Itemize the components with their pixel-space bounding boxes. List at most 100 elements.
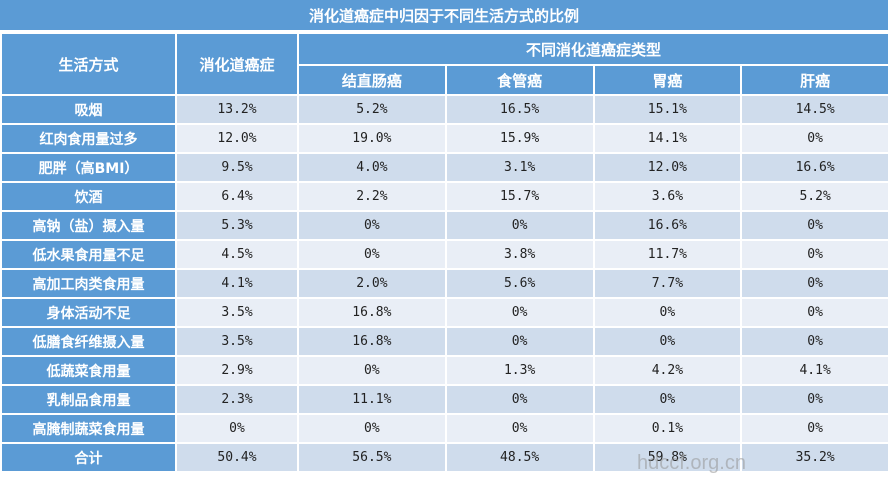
table-cell: 0%: [444, 297, 595, 328]
row-label: 高钠（盐）摄入量: [0, 210, 177, 241]
table-cell: 0%: [740, 210, 888, 241]
table-cell: 1.3%: [444, 355, 595, 386]
table-cell: 56.5%: [297, 442, 447, 473]
row-label: 乳制品食用量: [0, 384, 177, 415]
table-title: 消化道癌症中归因于不同生活方式的比例: [0, 0, 888, 30]
table-cell: 6.4%: [175, 181, 299, 212]
table-cell: 0%: [592, 326, 743, 357]
table-row: 高加工肉类食用量 4.1% 2.0% 5.6% 7.7% 0%: [0, 268, 888, 299]
table-row: 身体活动不足 3.5% 16.8% 0% 0% 0%: [0, 297, 888, 328]
row-label: 身体活动不足: [0, 297, 177, 328]
table-cell: 2.2%: [297, 181, 447, 212]
row-label: 合计: [0, 442, 177, 473]
table-cell: 0%: [297, 239, 447, 270]
table-cell: 0%: [740, 239, 888, 270]
table-cell: 35.2%: [740, 442, 888, 473]
table-cell: 3.5%: [175, 297, 299, 328]
header-cancer-types-group: 不同消化道癌症类型: [296, 32, 888, 66]
table-cell: 7.7%: [592, 268, 743, 299]
table-row: 饮酒 6.4% 2.2% 15.7% 3.6% 5.2%: [0, 181, 888, 212]
table-cell: 5.3%: [175, 210, 299, 241]
table-cell: 0%: [297, 413, 447, 444]
table-cell: 5.2%: [740, 181, 888, 212]
table-cell: 0%: [740, 326, 888, 357]
table-cell: 0%: [444, 413, 595, 444]
table-cell: 0%: [592, 297, 743, 328]
table-cell: 19.0%: [297, 123, 447, 154]
table-cell: 11.7%: [592, 239, 743, 270]
table-cell: 4.0%: [297, 152, 447, 183]
table-cell: 0%: [297, 210, 447, 241]
table-row: 低水果食用量不足 4.5% 0% 3.8% 11.7% 0%: [0, 239, 888, 270]
table-cell: 2.0%: [297, 268, 447, 299]
table-cell: 4.2%: [592, 355, 743, 386]
row-label: 高腌制蔬菜食用量: [0, 413, 177, 444]
table-cell: 0%: [444, 210, 595, 241]
table-cell: 16.8%: [297, 297, 447, 328]
table-cell: 12.0%: [175, 123, 299, 154]
table-cell: 12.0%: [592, 152, 743, 183]
table-cell: 0.1%: [592, 413, 743, 444]
table-row: 低膳食纤维摄入量 3.5% 16.8% 0% 0% 0%: [0, 326, 888, 357]
row-label: 低膳食纤维摄入量: [0, 326, 177, 357]
lifestyle-cancer-table: 生活方式 消化道癌症 不同消化道癌症类型 结直肠癌 食管癌 胃癌 肝癌 吸烟 13…: [0, 32, 888, 473]
table-cell: 16.5%: [444, 94, 595, 125]
header-lifestyle: 生活方式: [0, 32, 177, 96]
table-cell: 0%: [297, 355, 447, 386]
table-cell: 0%: [740, 123, 888, 154]
row-label: 吸烟: [0, 94, 177, 125]
table-cell: 16.6%: [740, 152, 888, 183]
header-colorectal: 结直肠癌: [297, 64, 447, 96]
table-row: 低蔬菜食用量 2.9% 0% 1.3% 4.2% 4.1%: [0, 355, 888, 386]
table-cell: 15.7%: [444, 181, 595, 212]
table-cell: 0%: [444, 326, 595, 357]
table-cell: 0%: [740, 384, 888, 415]
table-cell: 5.6%: [444, 268, 595, 299]
row-label: 高加工肉类食用量: [0, 268, 177, 299]
table-cell: 15.9%: [444, 123, 595, 154]
table-row: 红肉食用量过多 12.0% 19.0% 15.9% 14.1% 0%: [0, 123, 888, 154]
table-cell: 16.6%: [592, 210, 743, 241]
table-cell: 4.1%: [175, 268, 299, 299]
table-cell: 0%: [175, 413, 299, 444]
table-cell: 3.1%: [444, 152, 595, 183]
table-cell: 3.8%: [444, 239, 595, 270]
table-cell: 48.5%: [444, 442, 595, 473]
table-row: 乳制品食用量 2.3% 11.1% 0% 0% 0%: [0, 384, 888, 415]
table-cell: 5.2%: [297, 94, 447, 125]
table-cell: 3.5%: [175, 326, 299, 357]
table-cell: 2.9%: [175, 355, 299, 386]
table-cell: 11.1%: [297, 384, 447, 415]
table-cell: 15.1%: [592, 94, 743, 125]
table-cell: 14.1%: [592, 123, 743, 154]
row-label: 低水果食用量不足: [0, 239, 177, 270]
header-liver: 肝癌: [740, 64, 888, 96]
table-cell: 9.5%: [175, 152, 299, 183]
table-cell: 4.5%: [175, 239, 299, 270]
table-cell: 0%: [592, 384, 743, 415]
row-label: 饮酒: [0, 181, 177, 212]
table-cell: 0%: [740, 268, 888, 299]
table-cell: 13.2%: [175, 94, 299, 125]
table-cell: 16.8%: [297, 326, 447, 357]
table-cell: 0%: [740, 413, 888, 444]
table-row: 吸烟 13.2% 5.2% 16.5% 15.1% 14.5%: [0, 94, 888, 125]
table-row: 高钠（盐）摄入量 5.3% 0% 0% 16.6% 0%: [0, 210, 888, 241]
table-cell: 59.8%: [592, 442, 743, 473]
table-row: 肥胖（高BMI） 9.5% 4.0% 3.1% 12.0% 16.6%: [0, 152, 888, 183]
table-cell: 0%: [444, 384, 595, 415]
row-label: 肥胖（高BMI）: [0, 152, 177, 183]
table-cell: 0%: [740, 297, 888, 328]
table-cell: 3.6%: [592, 181, 743, 212]
table-row: 高腌制蔬菜食用量 0% 0% 0% 0.1% 0%: [0, 413, 888, 444]
table-cell: 14.5%: [740, 94, 888, 125]
header-esophageal: 食管癌: [444, 64, 595, 96]
table-row-total: 合计 50.4% 56.5% 48.5% 59.8% 35.2%: [0, 442, 888, 473]
table-cell: 50.4%: [175, 442, 299, 473]
header-overall: 消化道癌症: [175, 32, 299, 96]
header-gastric: 胃癌: [592, 64, 743, 96]
table-cell: 4.1%: [740, 355, 888, 386]
table-cell: 2.3%: [175, 384, 299, 415]
row-label: 低蔬菜食用量: [0, 355, 177, 386]
row-label: 红肉食用量过多: [0, 123, 177, 154]
